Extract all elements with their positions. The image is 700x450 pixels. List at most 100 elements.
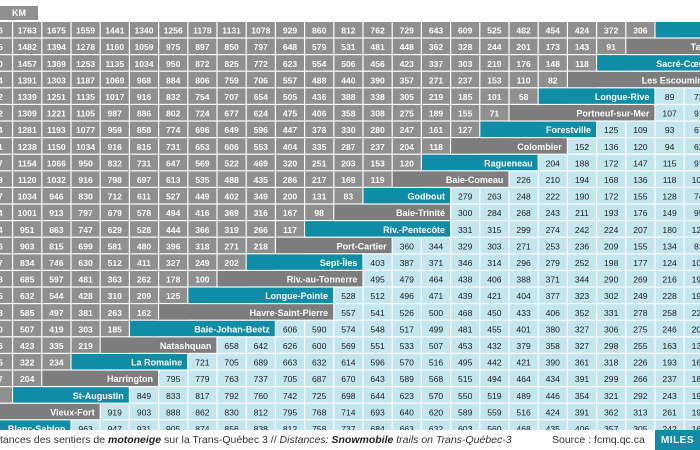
miles-cell (684, 387, 700, 403)
km-value: 447 (283, 125, 298, 135)
km-value: 774 (166, 125, 181, 135)
miles-value: 136 (604, 142, 619, 152)
km-cell (159, 138, 188, 154)
miles-cell (480, 254, 509, 270)
km-value: 423 (400, 59, 415, 69)
miles-cell (568, 370, 596, 386)
miles-value: 496 (400, 291, 415, 301)
km-cell (188, 221, 217, 237)
km-cell (42, 304, 71, 320)
miles-cell (538, 204, 567, 220)
km-value: 219 (487, 59, 502, 69)
miles-value: 963 (78, 424, 93, 430)
miles-cell (684, 304, 700, 320)
km-cell (130, 22, 158, 38)
km-value: 46 (0, 26, 3, 36)
km-cell (305, 204, 334, 220)
miles-value: 227 (692, 308, 700, 318)
miles-value: 812 (254, 407, 269, 417)
miles-cell (655, 237, 684, 254)
miles-value: 176 (633, 208, 648, 218)
miles-cell (451, 221, 480, 237)
km-cell (0, 204, 12, 220)
km-cell (188, 88, 217, 104)
km-value: 143 (575, 42, 590, 52)
km-value: 916 (108, 142, 123, 152)
km-value: 423 (20, 341, 35, 351)
km-cell (42, 22, 71, 38)
km-cell (480, 55, 509, 71)
miles-cell (392, 237, 421, 254)
miles-cell (626, 171, 655, 187)
km-value: 110 (517, 75, 531, 85)
miles-value: 236 (575, 241, 590, 251)
miles-value: 931 (137, 424, 152, 430)
km-value: 481 (370, 42, 385, 52)
km-value: 754 (195, 92, 210, 102)
miles-cell (684, 138, 700, 154)
km-value: 863 (49, 225, 64, 235)
km-cell (130, 138, 158, 154)
km-value: 15 (0, 291, 3, 301)
km-value: 286 (283, 175, 298, 185)
miles-cell (684, 221, 700, 237)
km-cell (100, 138, 129, 154)
miles-cell (451, 354, 480, 370)
miles-value: 455 (487, 324, 502, 334)
miles-cell (568, 304, 596, 320)
miles-value: 274 (546, 225, 561, 235)
miles-value: 888 (166, 407, 181, 417)
miles-value: 284 (487, 208, 502, 218)
km-cell (100, 121, 129, 137)
miles-cell (597, 304, 626, 320)
miles-cell (626, 420, 655, 430)
miles-value: 438 (458, 275, 473, 285)
miles-cell (480, 320, 509, 337)
miles-value: 323 (575, 291, 590, 301)
km-value: 630 (78, 258, 93, 268)
miles-cell (217, 403, 246, 420)
km-cell (42, 354, 71, 370)
miles-cell (626, 403, 655, 420)
miles-cell (217, 354, 246, 370)
km-cell (159, 71, 188, 88)
km-value: 71 (490, 109, 500, 119)
km-value: 759 (224, 75, 239, 85)
km-value: 1032 (47, 175, 66, 185)
miles-cell (538, 154, 567, 171)
miles-cell (363, 287, 392, 303)
miles-cell (538, 271, 567, 287)
miles-value: 830 (224, 407, 239, 417)
miles-cell (684, 254, 700, 270)
km-cell (217, 22, 246, 38)
km-cell (509, 55, 538, 71)
km-cell (334, 171, 363, 187)
km-cell (130, 271, 158, 287)
miles-cell (684, 287, 700, 303)
km-value: 203 (341, 158, 356, 168)
km-cell (13, 337, 42, 353)
miles-cell (363, 320, 392, 337)
miles-cell (509, 254, 538, 270)
km-value: 731 (137, 158, 152, 168)
miles-cell (422, 370, 450, 386)
miles-value: 89 (665, 92, 675, 102)
miles-value: 194 (575, 175, 590, 185)
km-value: 1482 (18, 42, 37, 52)
miles-cell (626, 221, 655, 237)
km-cell (100, 271, 129, 287)
miles-value: 169 (692, 424, 700, 430)
km-cell (188, 55, 217, 71)
miles-value: 120 (633, 142, 648, 152)
miles-cell (684, 154, 700, 171)
km-value: 219 (429, 92, 444, 102)
km-cell (334, 154, 363, 171)
km-cell (100, 304, 129, 320)
km-cell (42, 254, 71, 270)
km-value: 1105 (76, 109, 95, 119)
km-value: 101 (487, 92, 502, 102)
miles-cell (276, 403, 304, 420)
miles-cell (655, 121, 684, 137)
km-value: 117 (283, 225, 297, 235)
km-value: 731 (166, 142, 181, 152)
